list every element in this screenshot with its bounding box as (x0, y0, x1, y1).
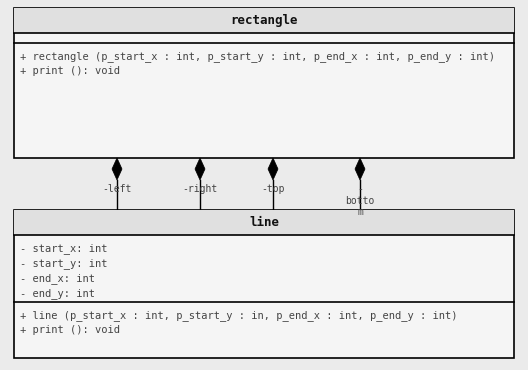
Bar (14, 8, 514, 33)
Text: -right: -right (182, 184, 218, 194)
Polygon shape (268, 158, 278, 180)
Text: - start_x: int: - start_x: int (20, 243, 108, 254)
Text: + print (): void: + print (): void (20, 66, 120, 76)
Text: - start_y: int: - start_y: int (20, 258, 108, 269)
Polygon shape (195, 158, 205, 180)
Text: + line (p_start_x : int, p_start_y : in, p_end_x : int, p_end_y : int): + line (p_start_x : int, p_start_y : in,… (20, 310, 457, 321)
Text: rectangle: rectangle (230, 14, 298, 27)
Text: -top: -top (261, 184, 285, 194)
Bar (14, 210, 514, 358)
Text: - end_x: int: - end_x: int (20, 273, 95, 284)
Text: + print (): void: + print (): void (20, 325, 120, 335)
Text: + rectangle (p_start_x : int, p_start_y : int, p_end_x : int, p_end_y : int): + rectangle (p_start_x : int, p_start_y … (20, 51, 495, 62)
Text: - end_y: int: - end_y: int (20, 288, 95, 299)
Bar (14, 210, 514, 235)
Polygon shape (355, 158, 365, 180)
Bar (14, 8, 514, 158)
Text: line: line (249, 216, 279, 229)
Polygon shape (112, 158, 122, 180)
Text: -left: -left (102, 184, 131, 194)
Text: -
botto
m: - botto m (345, 184, 375, 217)
